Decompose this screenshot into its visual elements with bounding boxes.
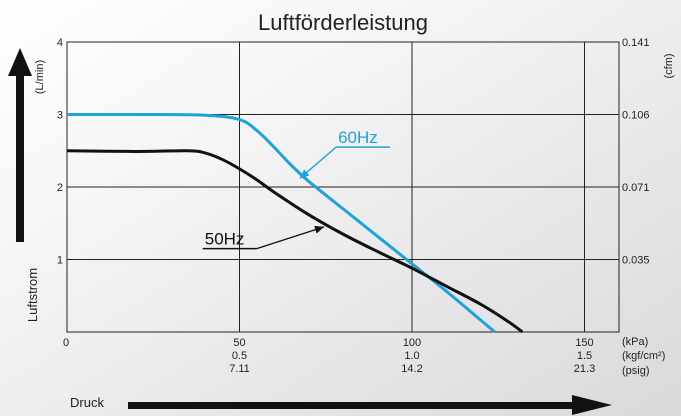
x-axis-label: Druck <box>70 395 104 410</box>
series-label-arrowhead <box>314 225 325 234</box>
y-ticks-right: 0.035 0.071 0.106 0.141 <box>622 37 650 267</box>
x-tick-kgf-label: 1.5 <box>577 350 592 362</box>
series-label-arrowhead <box>299 169 310 179</box>
y-unit-right: (cfm) <box>663 53 675 78</box>
series-label-layer: 60Hz 50Hz <box>202 128 391 250</box>
series-label-50hz: 50Hz <box>205 230 245 249</box>
x-unit-tertiary: (psig) <box>622 365 650 377</box>
series-line-50hz <box>66 149 524 334</box>
y-tick-left-label: 4 <box>57 37 63 49</box>
x-tick-psig-label: 7.11 <box>229 363 250 375</box>
x-origin-label: 0 <box>63 337 69 349</box>
x-tick-kgf-label: 1.0 <box>404 350 419 362</box>
x-tick-psig-label: 14.2 <box>401 363 422 375</box>
series-label-leader <box>256 226 325 250</box>
y-tick-right-label: 0.071 <box>622 182 650 194</box>
x-tick-kpa-label: 150 <box>575 337 593 349</box>
x-tick-kpa-label: 100 <box>403 337 421 349</box>
y-tick-left-label: 1 <box>57 255 63 267</box>
chart-title: Luftförderleistung <box>258 10 428 35</box>
y-unit-left: (L/min) <box>34 60 46 94</box>
series-line-60hz <box>66 112 496 334</box>
series-label-60hz: 60Hz <box>338 128 378 147</box>
y-tick-left-label: 3 <box>57 110 63 122</box>
series-layer <box>66 112 524 334</box>
x-tick-kgf-label: 0.5 <box>232 350 247 362</box>
y-axis-arrow-head <box>8 48 32 76</box>
x-unit-primary: (kPa) <box>622 336 648 348</box>
x-unit-secondary: (kgf/cm²) <box>622 350 665 362</box>
y-tick-right-label: 0.035 <box>622 255 650 267</box>
y-tick-right-label: 0.141 <box>622 37 650 49</box>
x-tick-psig-label: 21.3 <box>574 363 595 375</box>
y-axis-label: Luftstrom <box>25 268 40 322</box>
y-axis-arrow-shaft <box>16 74 24 242</box>
x-axis-arrow-head <box>572 395 612 415</box>
y-tick-left-label: 2 <box>57 182 63 194</box>
y-ticks-left: 1 2 3 4 <box>57 37 63 267</box>
plot-frame <box>66 41 620 333</box>
x-tick-kpa-label: 50 <box>233 337 245 349</box>
y-tick-right-label: 0.106 <box>622 110 650 122</box>
x-axis-arrow-shaft <box>128 402 578 409</box>
